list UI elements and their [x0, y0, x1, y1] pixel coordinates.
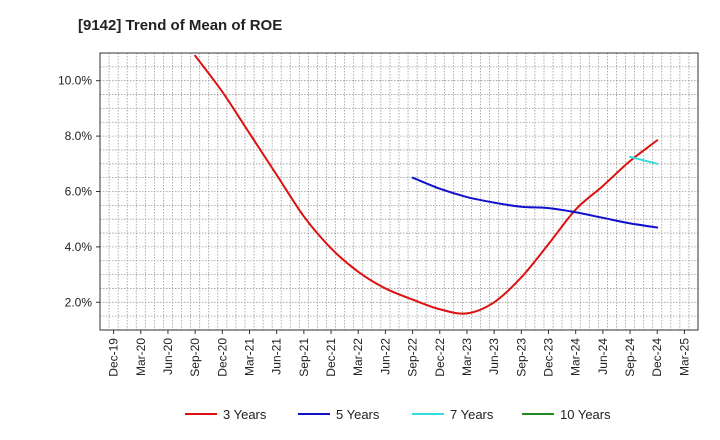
x-tick-label: Dec-19 [107, 338, 121, 377]
x-tick-label: Sep-20 [188, 338, 202, 377]
y-tick-label: 10.0% [58, 74, 92, 88]
y-tick-label: 2.0% [65, 295, 93, 309]
x-tick-label: Jun-21 [270, 338, 284, 375]
x-axis: Dec-19 Mar-20 Jun-20 Sep-20 Dec-20 Mar-21 Jun-… [107, 330, 691, 377]
x-tick-label: Mar-21 [243, 338, 257, 376]
y-axis: 2.0% 4.0% 6.0% 8.0% 10.0% [58, 74, 100, 309]
x-tick-label: Dec-24 [650, 338, 664, 377]
x-tick-label: Mar-22 [351, 338, 365, 376]
x-tick-label: Dec-22 [433, 338, 447, 377]
legend: 3 Years 5 Years 7 Years 10 Years [185, 407, 611, 422]
x-tick-label: Jun-22 [378, 338, 392, 375]
series-line-3-years [194, 54, 659, 315]
x-tick-label: Sep-24 [623, 338, 637, 377]
x-tick-label: Sep-22 [406, 338, 420, 377]
series-line-7-years [629, 155, 659, 165]
x-tick-label: Mar-23 [460, 338, 474, 376]
y-tick-label: 6.0% [65, 185, 93, 199]
plot-area [99, 52, 699, 331]
y-tick-label: 8.0% [65, 129, 93, 143]
legend-label-10-years: 10 Years [560, 407, 611, 422]
x-tick-label: Mar-20 [134, 338, 148, 376]
y-tick-label: 4.0% [65, 240, 93, 254]
x-tick-label: Jun-24 [596, 338, 610, 375]
legend-label-3-years: 3 Years [223, 407, 267, 422]
x-tick-label: Dec-20 [215, 338, 229, 377]
series-line-5-years [411, 176, 659, 229]
series-lines [194, 54, 659, 315]
chart-title: [9142] Trend of Mean of ROE [78, 17, 282, 34]
x-tick-label: Sep-21 [297, 338, 311, 377]
x-tick-label: Dec-21 [324, 338, 338, 377]
x-tick-label: Jun-23 [487, 338, 501, 375]
legend-label-5-years: 5 Years [336, 407, 380, 422]
x-tick-label: Jun-20 [161, 338, 175, 375]
x-tick-label: Mar-24 [569, 338, 583, 376]
x-tick-label: Mar-25 [677, 338, 691, 376]
x-tick-label: Dec-23 [542, 338, 556, 377]
legend-label-7-years: 7 Years [450, 407, 494, 422]
x-tick-label: Sep-23 [514, 338, 528, 377]
